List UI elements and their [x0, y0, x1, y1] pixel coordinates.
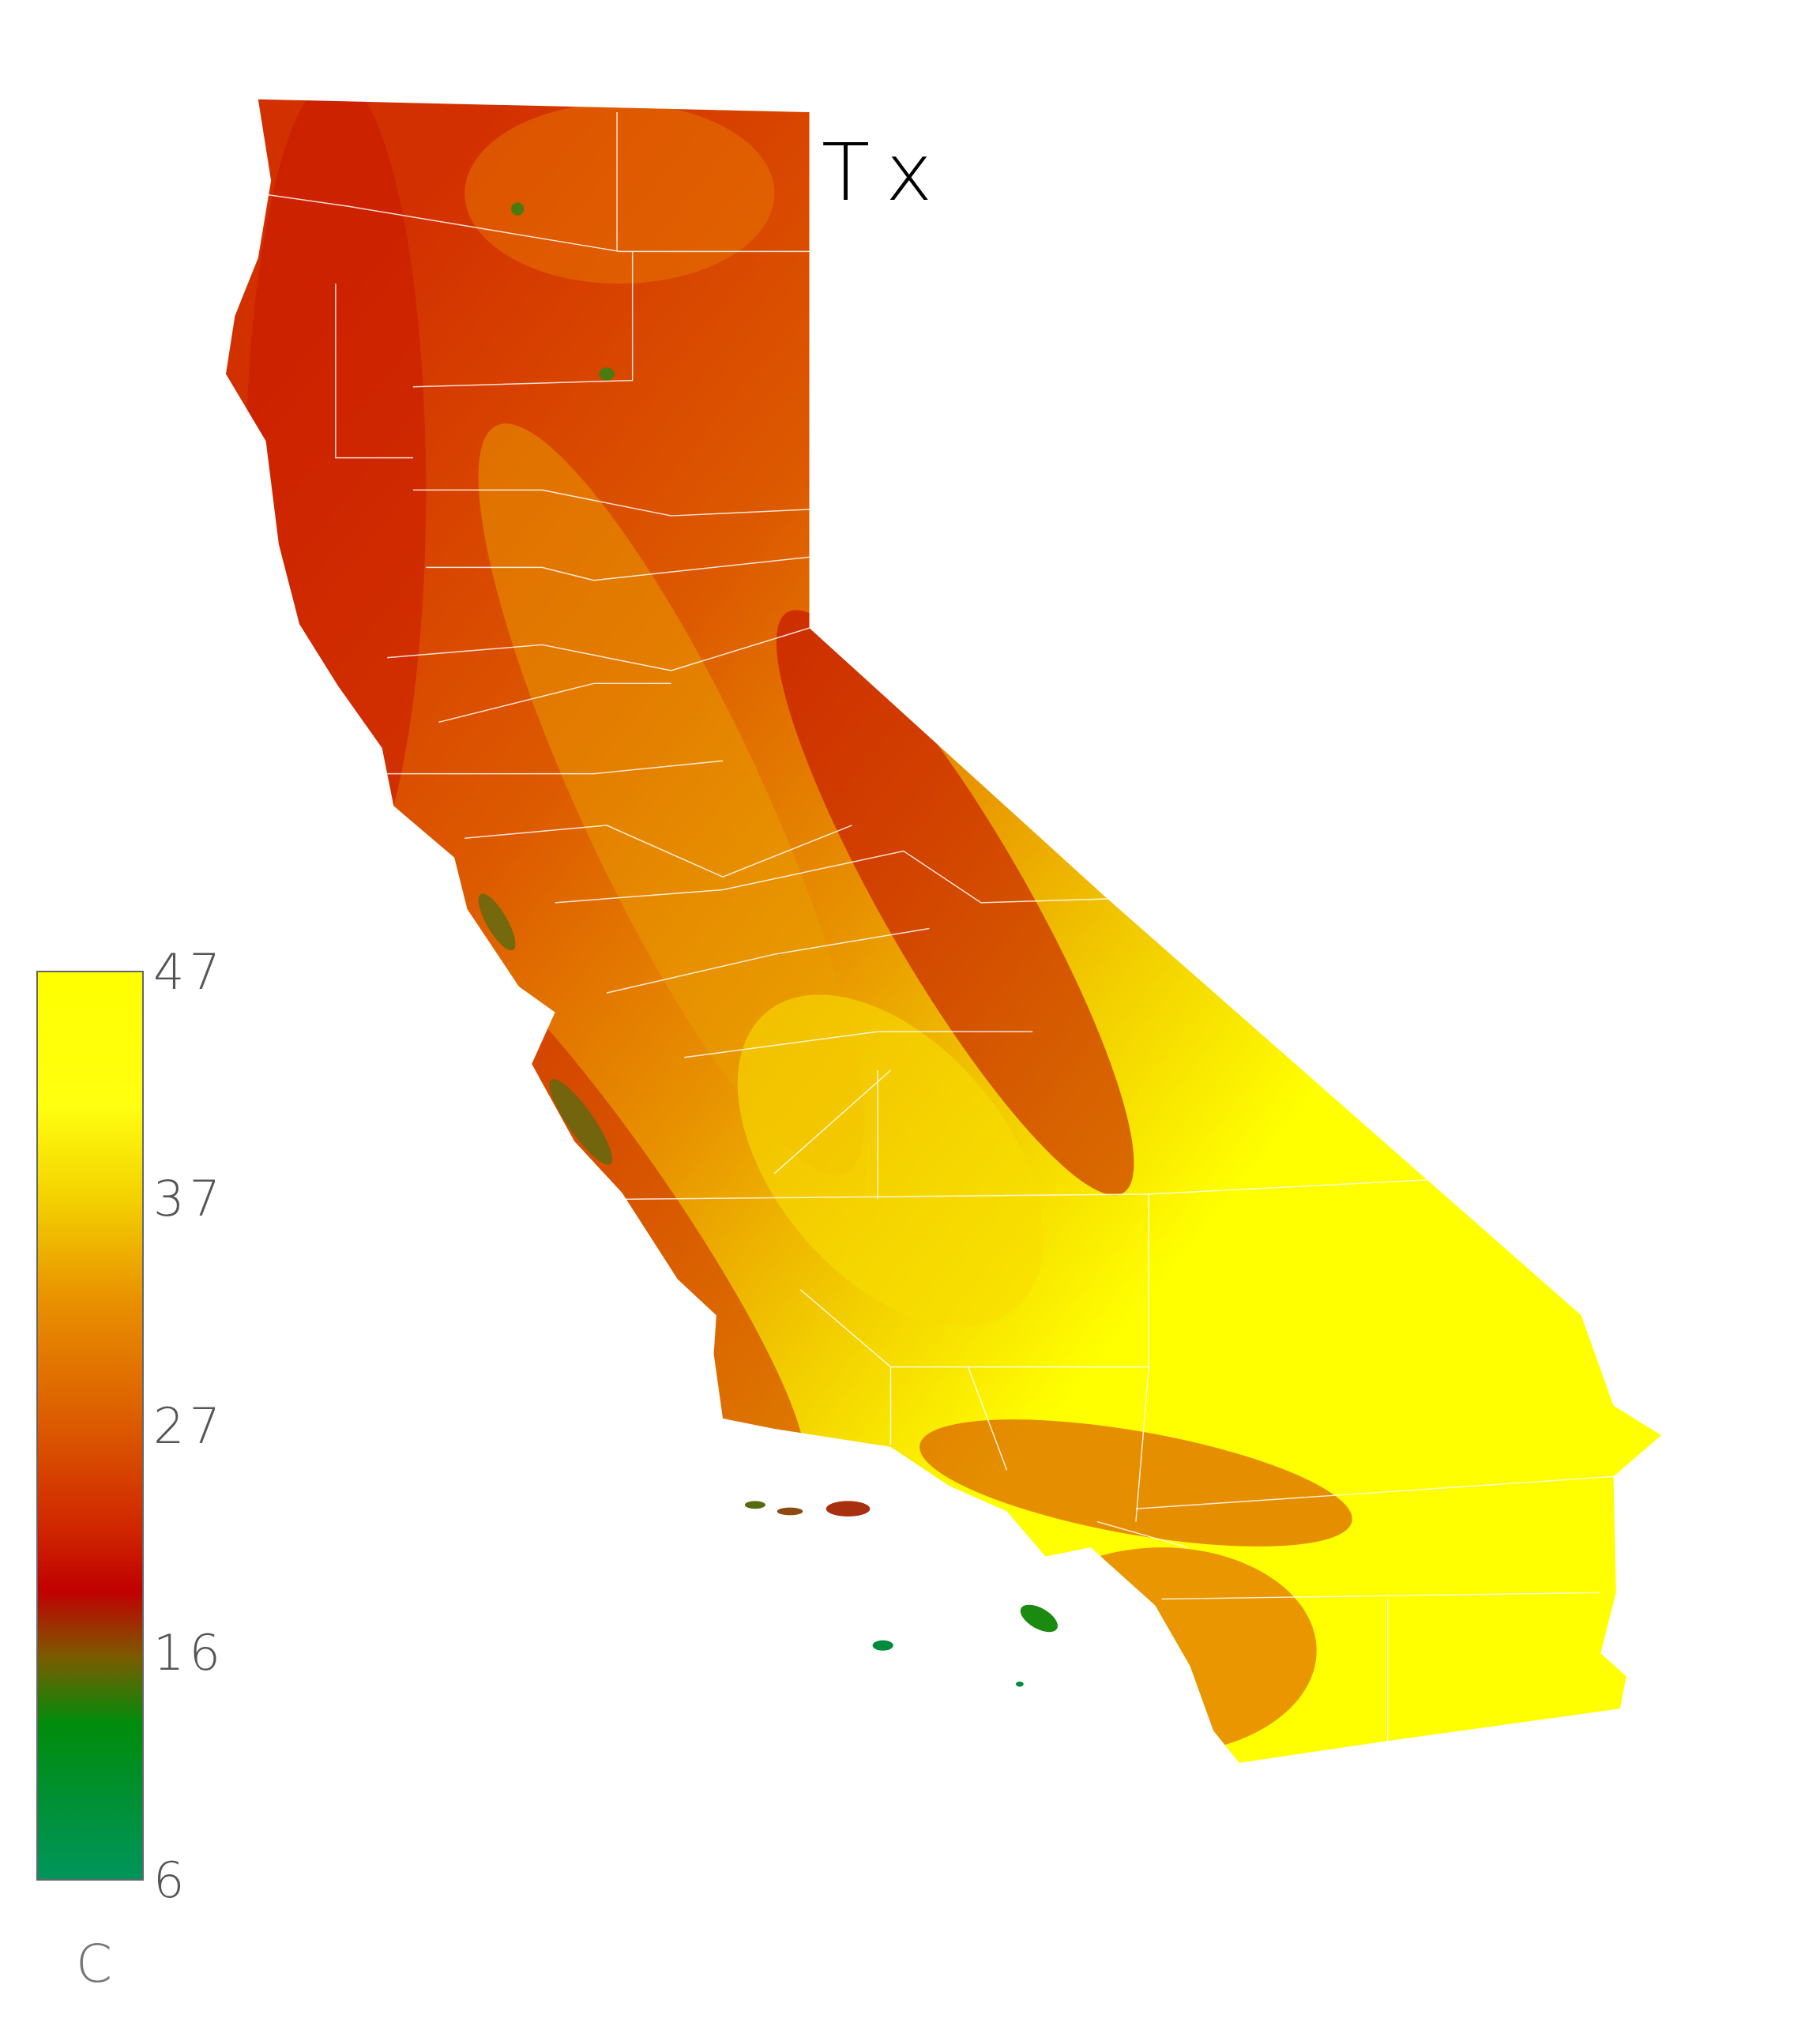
big-sur-green — [549, 1079, 613, 1165]
county-boundaries — [258, 112, 1614, 1742]
lassen-peak — [599, 367, 615, 381]
shasta-peak — [511, 202, 525, 216]
coastal-south-cool — [1006, 1547, 1317, 1754]
island — [1015, 1681, 1024, 1687]
colorbar-tick-label: 16 — [153, 1624, 225, 1682]
central-valley-warm — [478, 423, 864, 1176]
island — [744, 1501, 765, 1509]
santa-cruz-mtn-green — [478, 893, 516, 951]
map-title: Tx — [822, 126, 949, 219]
transverse-range-cool — [919, 1419, 1352, 1547]
colorbar-tick-label: 47 — [153, 943, 225, 1001]
colorbar — [36, 971, 144, 1881]
island — [872, 1640, 893, 1651]
southern-valley-warm — [737, 994, 1044, 1327]
modoc-plateau — [464, 103, 775, 284]
island — [777, 1507, 803, 1516]
coast-range-cool-band — [245, 99, 427, 903]
colorbar-tick-label: 27 — [153, 1397, 225, 1455]
colorbar-unit-label: C — [76, 1934, 113, 1994]
island — [825, 1501, 871, 1516]
sierra-nevada-cool-band — [776, 610, 1134, 1196]
colorbar-tick-label: 37 — [153, 1170, 225, 1227]
channel-islands — [744, 1501, 1058, 1687]
colorbar-tick-label: 6 — [153, 1851, 190, 1909]
island — [1020, 1604, 1058, 1633]
